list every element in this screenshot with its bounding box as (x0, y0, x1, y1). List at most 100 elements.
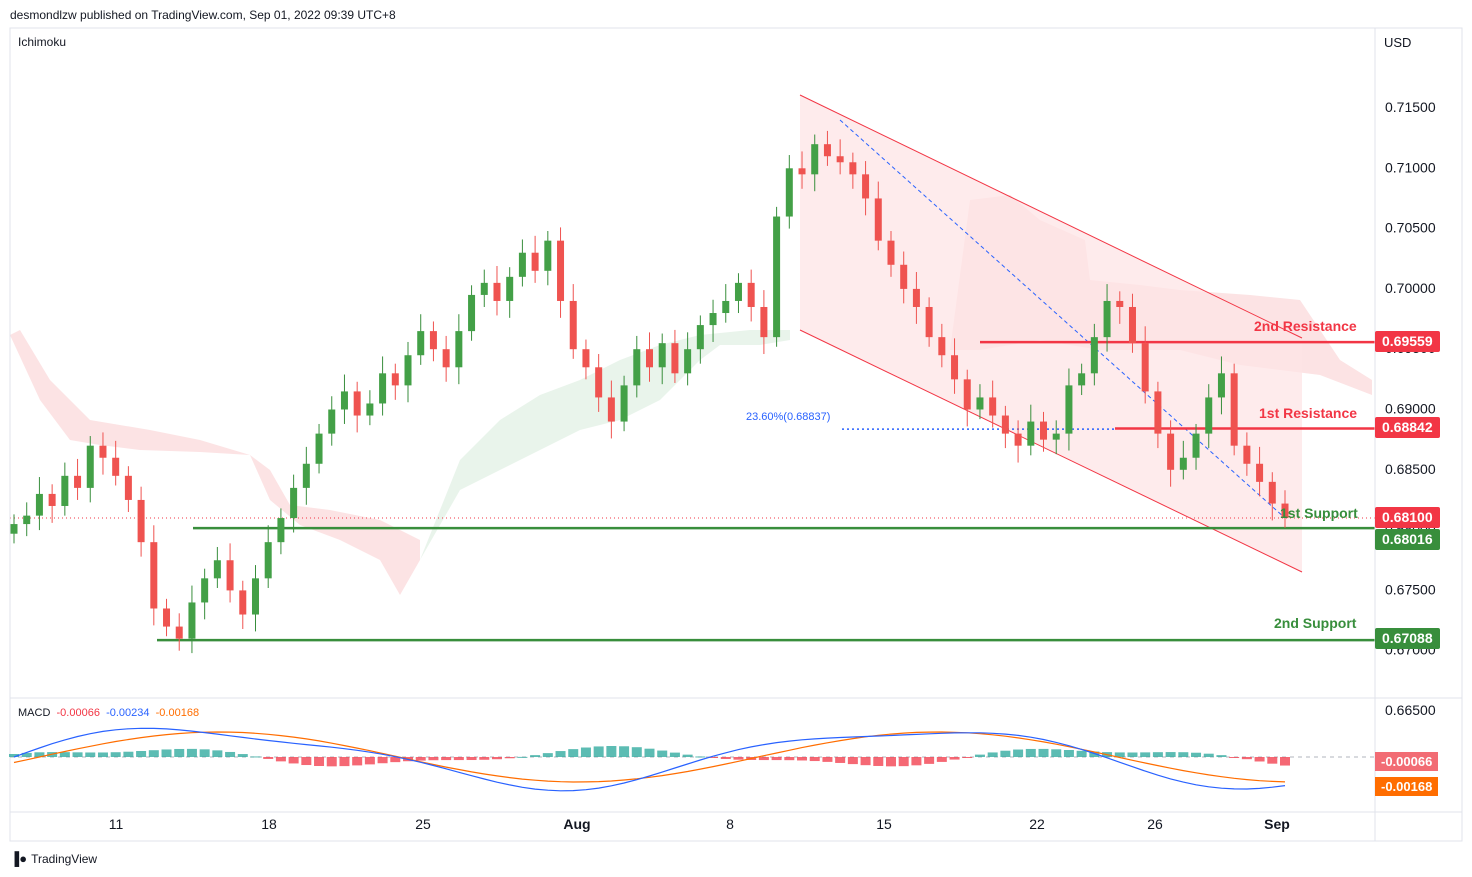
candle (976, 384, 984, 420)
candle-body (493, 282, 501, 301)
candle-body (290, 487, 298, 519)
macd-histogram-bar (390, 757, 401, 763)
candle (658, 333, 666, 385)
candle (1027, 404, 1035, 456)
macd-histogram-bar (263, 757, 274, 759)
x-tick-label: 8 (726, 816, 734, 832)
x-tick-label: 26 (1147, 816, 1163, 832)
candle-body (35, 493, 43, 516)
candle-body (1268, 481, 1276, 504)
macd-histogram-bar (1241, 757, 1252, 760)
macd-histogram-bar (758, 757, 769, 761)
candle-body (391, 373, 399, 386)
macd-histogram-bar (644, 748, 655, 757)
macd-histogram-bar (987, 752, 998, 757)
y-tick-label: 0.66500 (1385, 702, 1436, 718)
candle-body (595, 367, 603, 398)
candle (633, 335, 641, 398)
macd-histogram-bar (733, 757, 744, 760)
candle-body (163, 608, 171, 627)
candle (938, 323, 946, 368)
macd-histogram-bar (1127, 752, 1138, 757)
tradingview-logo[interactable]: ▐● TradingView (10, 851, 97, 866)
macd-histogram-bar (797, 757, 808, 761)
candle-body (1001, 415, 1009, 434)
macd-histogram-bar (123, 751, 134, 757)
macd-histogram-bar (1165, 752, 1176, 757)
sup1-annotation: 1st Support (1280, 505, 1358, 521)
y-tick-label: 0.67500 (1385, 581, 1436, 597)
candle-body (1040, 421, 1048, 440)
indicator-label: Ichimoku (18, 35, 67, 49)
candle-body (747, 282, 755, 307)
candle (35, 477, 43, 531)
candle (455, 314, 463, 385)
macd-histogram-bar (1076, 750, 1087, 757)
macd-histogram-bar (301, 757, 312, 766)
candle (684, 332, 692, 386)
candle (989, 380, 997, 428)
macd-histogram-bar (59, 752, 70, 757)
candle (646, 332, 653, 382)
macd-histogram-bar (924, 757, 935, 764)
candle (1230, 363, 1238, 456)
candle-body (239, 590, 247, 615)
macd-histogram-bar (212, 750, 223, 757)
res2-price-label: 0.69559 (1375, 331, 1440, 352)
macd-histogram-bar (136, 750, 147, 757)
candle-body (798, 168, 806, 175)
macd-histogram-bar (1191, 752, 1202, 757)
candle (379, 356, 387, 416)
candle-body (1052, 433, 1060, 440)
macd-histogram-bar (720, 757, 731, 760)
macd-histogram-bar (1267, 757, 1278, 764)
y-tick-label: 0.69000 (1385, 401, 1436, 417)
candle-body (201, 578, 209, 603)
macd-histogram-bar (326, 757, 337, 767)
channel-lower-line (799, 329, 1303, 573)
candle-body (811, 144, 819, 175)
candle-body (1205, 397, 1213, 434)
candle (468, 285, 476, 341)
candle-body (823, 144, 831, 157)
res2-annotation: 2nd Resistance (1254, 318, 1357, 334)
candle (849, 152, 857, 189)
candle-body (417, 331, 425, 356)
macd-legend: MACD -0.00066 -0.00234 -0.00168 (18, 707, 199, 719)
candle (1268, 472, 1276, 521)
candle-body (366, 403, 374, 416)
candle (557, 227, 565, 318)
candle (811, 134, 819, 192)
candle (671, 329, 679, 383)
macd-histogram-bar (415, 757, 426, 761)
candle-body (61, 475, 69, 506)
candle-body (1116, 300, 1124, 307)
candle (86, 436, 94, 503)
candle-body (455, 331, 463, 368)
sup1-price-label: 0.68016 (1375, 529, 1440, 550)
macd-histogram-bar (110, 752, 121, 757)
candle-body (557, 240, 565, 301)
x-tick-label: 11 (109, 816, 124, 832)
candle (328, 396, 336, 446)
macd-histogram-bar (936, 757, 947, 762)
candle-body (506, 276, 514, 301)
candle (1256, 446, 1264, 497)
candle (48, 484, 56, 523)
candle-body (912, 288, 920, 307)
macd-histogram-bar (352, 757, 363, 766)
macd-histogram-bar (860, 757, 871, 766)
candle-body (849, 162, 857, 175)
candle (277, 508, 285, 555)
macd-histogram-bar (898, 757, 909, 767)
publisher-header: desmondlzw published on TradingView.com,… (10, 8, 396, 22)
res1-annotation: 1st Resistance (1259, 405, 1358, 421)
candle (391, 363, 399, 400)
macd-histogram-bar (250, 756, 261, 758)
macd-histogram-bar (34, 752, 45, 757)
macd-signal-badge: -0.00168 (1375, 777, 1439, 796)
candle-body (925, 306, 933, 338)
macd-histogram-bar (631, 747, 642, 757)
candle-body (175, 626, 183, 639)
